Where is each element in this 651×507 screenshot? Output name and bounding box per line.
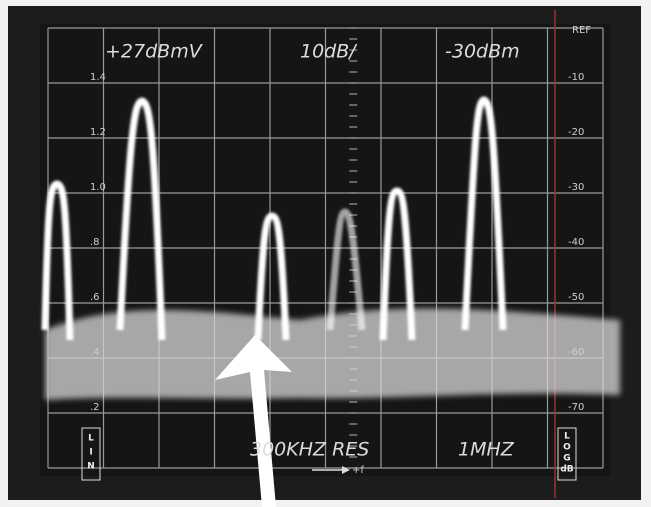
right-scale-label: -40 [568, 237, 584, 248]
left-scale-label: .2 [90, 402, 100, 413]
left-scale-label: .4 [90, 347, 100, 358]
right-scale-label: -50 [568, 292, 584, 303]
right-scale-label: -70 [568, 402, 584, 413]
left-scale-label: 1.4 [90, 72, 106, 83]
lin-label: N [87, 462, 95, 472]
left-scale-label: 1.2 [90, 127, 106, 138]
right-scale-label: -60 [568, 347, 584, 358]
ref-level-label: +27dBmV [105, 41, 204, 63]
log-label: L [564, 432, 570, 442]
lin-label: L [88, 434, 94, 444]
left-scale-label: .6 [90, 292, 100, 303]
lin-label: I [89, 448, 92, 458]
left-scale-label: 1.0 [90, 182, 106, 193]
log-label: G [563, 454, 570, 464]
scale-label: 10dB/ [300, 41, 358, 63]
ref-label: REF [572, 25, 591, 36]
right-scale-label: -30 [568, 182, 584, 193]
attenuation-label: -30dBm [445, 41, 520, 63]
spectrum-analyzer-photo: +27dBmV 10dB/ -30dBm REF 300KHZ RES 1MHZ… [0, 0, 651, 507]
resolution-label: 300KHZ RES [250, 439, 369, 461]
freq-arrow-label: +f [352, 465, 364, 476]
right-scale-label: -10 [568, 72, 584, 83]
right-scale-label: -20 [568, 127, 584, 138]
span-label: 1MHZ [458, 439, 515, 461]
log-label: O [563, 443, 571, 453]
left-scale-label: .8 [90, 237, 100, 248]
log-label: dB [560, 465, 573, 475]
